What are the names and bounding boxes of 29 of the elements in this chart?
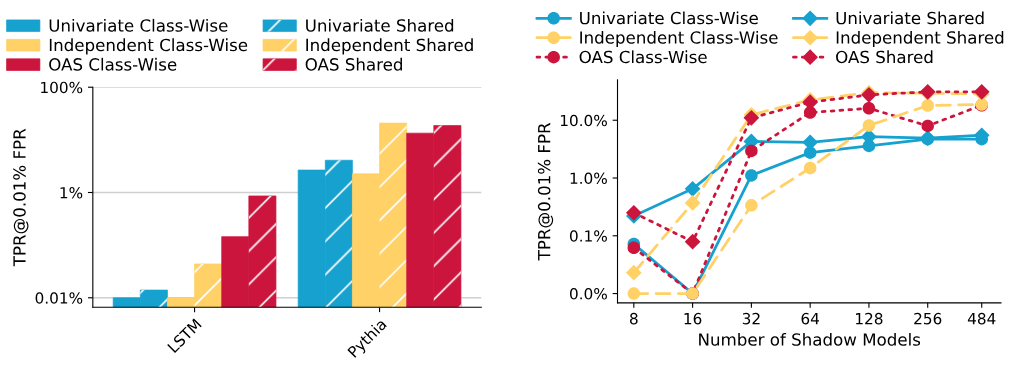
legend-label: Univariate Class-Wise <box>580 11 758 25</box>
x-tick-label: 16 <box>684 312 702 325</box>
legend-label: Univariate Shared <box>306 18 454 32</box>
y-tick-label: 1% <box>60 186 83 199</box>
legend-label: OAS Class-Wise <box>49 57 177 71</box>
y-tick-label: 0.0% <box>569 288 607 300</box>
x-tick-label: 128 <box>856 312 883 325</box>
legend-label: Univariate Shared <box>836 11 984 25</box>
x-tick-label: 8 <box>630 312 638 325</box>
y-axis-title: TPR@0.01% FPR <box>13 128 29 267</box>
legend-label: OAS Shared <box>305 57 402 71</box>
y-tick-label: 1.0% <box>570 172 607 185</box>
legend-label: Univariate Class-Wise <box>49 18 228 32</box>
x-tick-label: 32 <box>742 312 760 325</box>
legend-label: Independent Shared <box>306 38 473 55</box>
x-axis-title: Number of Shadow Models <box>699 332 921 346</box>
x-tick-label: 256 <box>914 312 942 325</box>
y-tick-label: 0.01% <box>35 292 83 304</box>
legend-label: Independent Class-Wise <box>580 30 778 48</box>
legend-label: Independent Shared <box>836 30 1004 48</box>
y-tick-label: 10.0% <box>560 114 607 127</box>
y-tick-label: 100% <box>41 81 83 94</box>
x-tick-label: 64 <box>801 312 820 325</box>
legend-label: Independent Class-Wise <box>49 38 248 55</box>
y-tick-label: 0.1% <box>569 230 607 242</box>
y-axis-title: TPR@0.01% FPR <box>537 122 554 261</box>
x-tick-label: 484 <box>967 312 996 325</box>
legend-label: OAS Shared <box>836 50 933 64</box>
legend-label: OAS Class-Wise <box>579 50 707 64</box>
